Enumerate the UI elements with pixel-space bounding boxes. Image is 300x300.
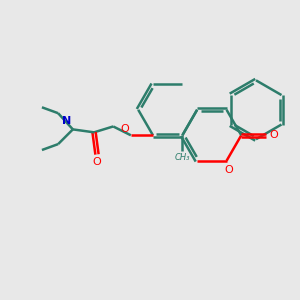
Text: O: O: [121, 124, 129, 134]
Text: CH₃: CH₃: [175, 153, 190, 162]
Text: O: O: [93, 158, 101, 167]
Text: N: N: [62, 116, 71, 126]
Text: O: O: [270, 130, 279, 140]
Text: O: O: [224, 165, 233, 175]
